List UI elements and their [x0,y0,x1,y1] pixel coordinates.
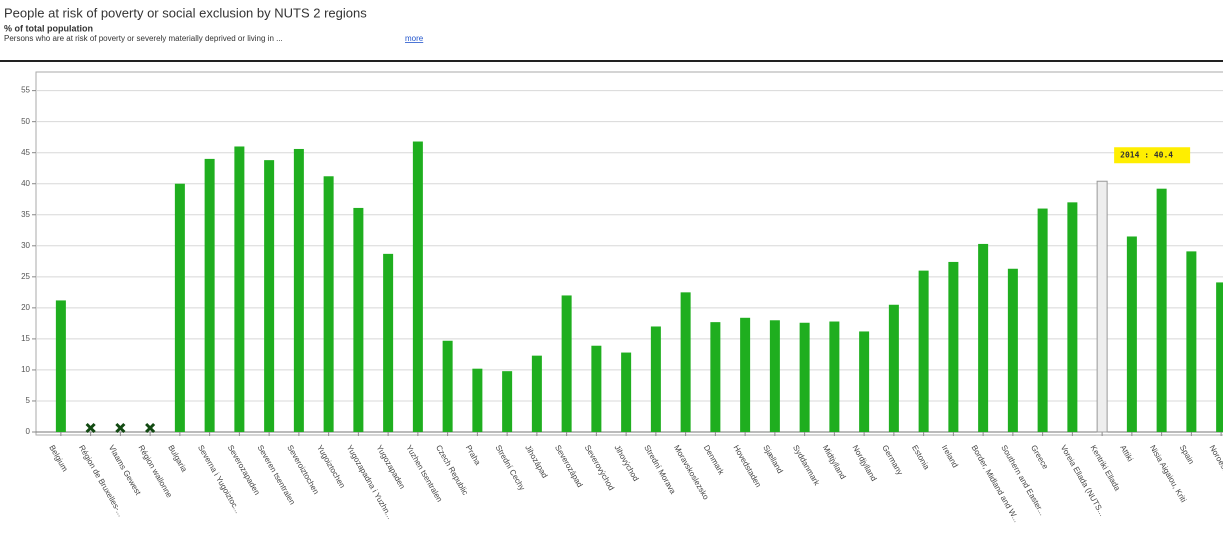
bar [472,368,483,432]
bar [888,304,899,432]
bar [234,146,245,432]
x-tick-label: Bulgaria [166,444,189,474]
x-tick-label: Severozápad [553,444,584,489]
bar [55,300,66,432]
y-tick-label: 30 [21,241,30,250]
x-tick-label: Yugoiztochen [315,444,347,490]
bar [1126,236,1137,432]
bar [502,371,513,432]
bar [650,326,661,432]
y-tick-label: 5 [26,396,31,405]
bar [829,321,840,432]
bar [978,243,989,432]
x-tick-label: Syddanmark [791,444,822,488]
x-tick-label: Greece [1029,444,1050,472]
bar [204,158,215,432]
x-tick-label: Sjælland [761,444,784,475]
bar [1216,282,1223,432]
y-tick-label: 0 [26,427,31,436]
x-tick-label: Germany [880,444,904,477]
y-tick-label: 35 [21,210,30,219]
tooltip: 2014 : 40.4 [1120,151,1173,160]
x-tick-label: Noroeste [1208,444,1223,477]
chart-description: Persons who are at risk of poverty or se… [4,34,283,43]
bar [442,340,453,432]
bar [621,352,632,432]
x-tick-label: Midtjylland [821,444,848,481]
bar [1007,268,1018,432]
bar [948,261,959,432]
x-tick-label: Spain [1178,444,1196,466]
x-tick-label: Attiki [1118,444,1135,464]
x-tick-label: Belgium [47,444,69,474]
y-tick-label: 40 [21,179,30,188]
chart-subtitle: % of total population [4,23,93,33]
x-tick-label: Praha [464,444,483,467]
bar [1096,180,1108,433]
bar [591,345,602,432]
bar [531,355,542,432]
bar [383,253,394,432]
y-tick-label: 25 [21,272,30,281]
x-tick-label: Strední Cechy [494,444,527,492]
bar [1156,188,1167,432]
no-data-marker [145,422,156,434]
x-tick-label: Ireland [940,444,960,470]
bar [1037,208,1048,432]
x-tick-label: Severozapaden [226,444,262,497]
bar [918,270,929,432]
bar [740,317,751,432]
x-tick-label: Kentriki Ellada [1089,444,1123,493]
bar [293,148,304,432]
x-tick-label: Hovedstaden [732,444,763,489]
x-tick-label: Nordjylland [851,444,879,483]
bar [710,322,721,432]
x-tick-label: Yugozapaden [375,444,407,491]
bar [174,183,185,432]
plot-frame [35,71,1223,436]
bar [1186,251,1197,432]
x-tick-label: Denmark [702,444,727,477]
no-data-marker [115,422,126,434]
y-tick-label: 55 [21,86,30,95]
x-tick-label: Severovýchod [583,444,616,492]
x-tick-label: Estonia [910,444,931,472]
x-tick-label: Jihozápad [523,444,549,480]
y-tick-label: 15 [21,334,30,343]
bar [859,331,870,432]
x-tick-label: Czech Republic [434,444,470,497]
x-tick-label: Strední Morava [642,444,677,496]
x-tick-label: Severoiztochen [285,444,320,496]
bar [323,176,334,432]
y-tick-label: 20 [21,303,30,312]
no-data-marker [85,422,96,434]
bar [799,322,810,432]
x-tick-label: Jihovýchod [613,444,641,483]
tooltip-box [1114,147,1191,164]
bar [353,207,364,432]
y-tick-label: 50 [21,117,30,126]
more-link[interactable]: more [405,34,424,43]
chart-title: People at risk of poverty or social excl… [4,5,367,20]
bar [412,141,423,432]
y-tick-label: 45 [21,148,30,157]
y-tick-label: 10 [21,365,30,374]
bar [264,160,275,432]
bar [680,292,691,432]
bar [1067,202,1078,432]
bar [561,295,572,432]
bar [769,320,780,432]
